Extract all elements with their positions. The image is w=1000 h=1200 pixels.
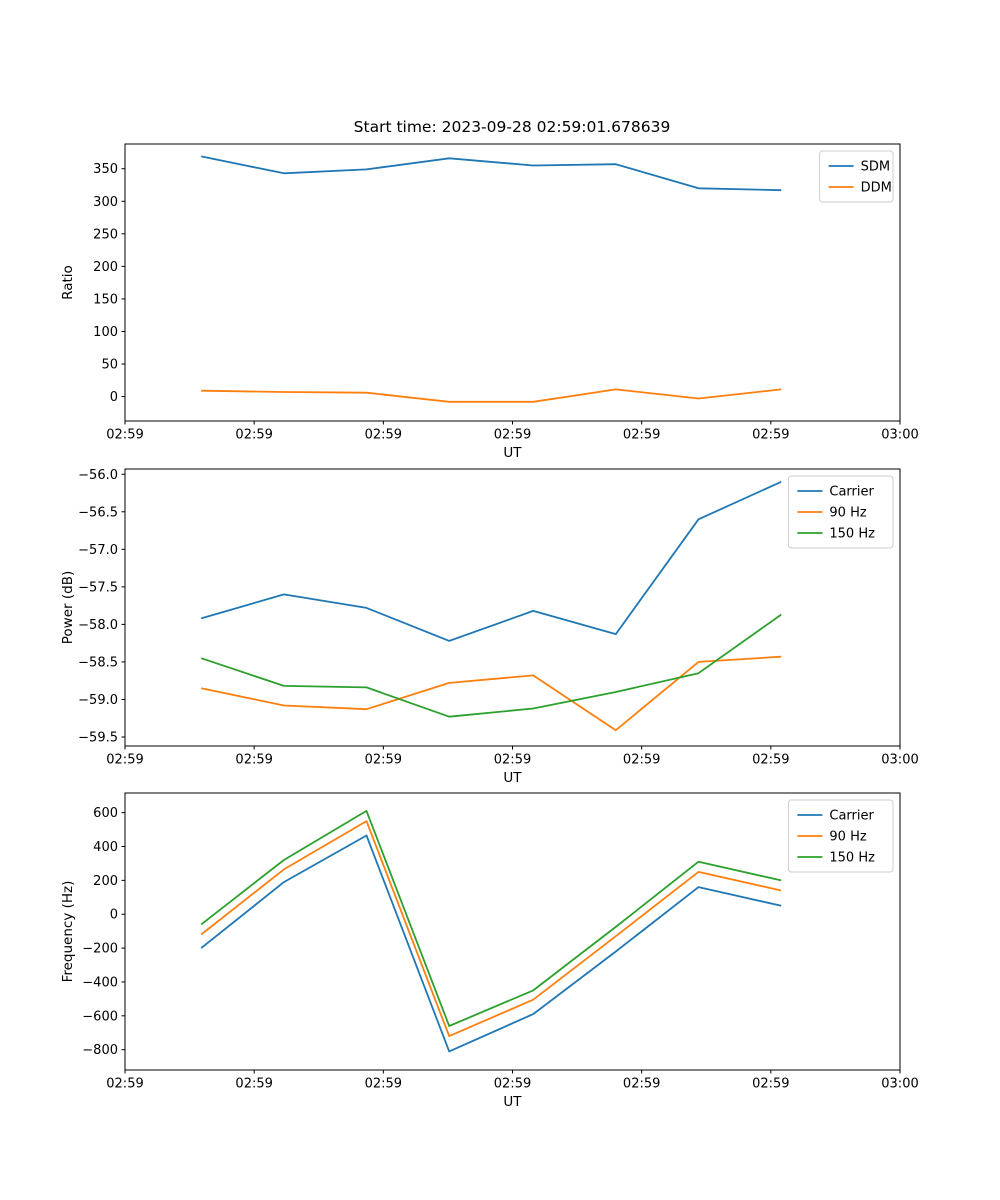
legend-label-90-hz: 90 Hz bbox=[829, 830, 866, 845]
legend-frequency: Carrier 90 Hz 150 Hz bbox=[787, 799, 894, 873]
x-tick-label: 02:59 bbox=[106, 753, 143, 768]
y-tick-label: −56.0 bbox=[78, 468, 118, 483]
x-tick-label: 02:59 bbox=[494, 428, 531, 443]
series-line-150-hz bbox=[200, 613, 782, 718]
x-tick-label: 02:59 bbox=[235, 753, 272, 768]
x-tick-label: 02:59 bbox=[106, 1077, 143, 1092]
y-tick-label: 350 bbox=[93, 162, 118, 177]
x-tick-label: 02:59 bbox=[494, 1077, 531, 1092]
x-tick-label: 02:59 bbox=[623, 753, 660, 768]
legend-box bbox=[787, 799, 894, 873]
y-tick-label: 100 bbox=[93, 325, 118, 340]
series-line-carrier bbox=[200, 480, 782, 642]
x-tick-label: 02:59 bbox=[752, 1077, 789, 1092]
x-tick-label: 03:00 bbox=[881, 1077, 918, 1092]
x-tick-label: 02:59 bbox=[365, 1077, 402, 1092]
legend-label-150-hz: 150 Hz bbox=[829, 851, 875, 866]
legend-label-90-hz: 90 Hz bbox=[829, 506, 866, 521]
y-tick-label: 200 bbox=[93, 874, 118, 889]
series-line-ddm bbox=[201, 388, 782, 403]
legend-label-carrier: Carrier bbox=[829, 485, 874, 500]
y-tick-label: −57.0 bbox=[78, 543, 118, 558]
x-tick-label: 02:59 bbox=[623, 1077, 660, 1092]
series-line-90-hz bbox=[200, 820, 782, 1037]
series-line-sdm bbox=[201, 155, 782, 192]
legend-label-150-hz: 150 Hz bbox=[829, 527, 875, 542]
y-tick-label: −58.0 bbox=[78, 618, 118, 633]
y-tick-label: 0 bbox=[110, 908, 118, 923]
chart-frequency: 02:59 02:59 02:59 02:59 02:59 02:59 03:00 −800 −… bbox=[60, 792, 919, 1110]
y-tick-label: −400 bbox=[82, 975, 118, 990]
y-tick-label: 150 bbox=[93, 292, 118, 307]
y-tick-label: −58.5 bbox=[78, 655, 118, 670]
legend-label-carrier: Carrier bbox=[829, 809, 874, 824]
legend-box bbox=[787, 475, 894, 549]
series-line-150-hz bbox=[200, 810, 782, 1027]
x-tick-label: 02:59 bbox=[235, 428, 272, 443]
series-line-carrier bbox=[200, 834, 782, 1053]
legend-label-ddm: DDM bbox=[861, 181, 892, 196]
x-tick-label: 03:00 bbox=[881, 753, 918, 768]
axes-frame-ratio bbox=[124, 143, 901, 422]
x-tick-label: 02:59 bbox=[365, 753, 402, 768]
x-tick-label: 02:59 bbox=[235, 1077, 272, 1092]
y-tick-label: 600 bbox=[93, 806, 118, 821]
charts-group: 02:59 02:59 02:59 02:59 02:59 02:59 03:00 0 50 10… bbox=[60, 143, 919, 1110]
y-tick-label: −57.5 bbox=[78, 580, 118, 595]
x-axis-label-ratio: UT bbox=[503, 445, 522, 461]
x-tick-label: 02:59 bbox=[494, 753, 531, 768]
y-tick-label: −200 bbox=[82, 942, 118, 957]
figure-title: Start time: 2023-09-28 02:59:01.678639 bbox=[354, 118, 671, 136]
y-tick-label: −56.5 bbox=[78, 505, 118, 520]
x-axis-label-frequency: UT bbox=[503, 1094, 522, 1110]
y-tick-label: 250 bbox=[93, 227, 118, 242]
y-tick-label: −600 bbox=[82, 1009, 118, 1024]
axes-frame-frequency bbox=[124, 792, 901, 1071]
x-tick-label: 02:59 bbox=[752, 428, 789, 443]
x-tick-label: 02:59 bbox=[623, 428, 660, 443]
y-tick-label: 300 bbox=[93, 195, 118, 210]
x-tick-label: 02:59 bbox=[365, 428, 402, 443]
y-axis-label-power: Power (dB) bbox=[60, 571, 76, 644]
y-tick-label: −800 bbox=[82, 1043, 118, 1058]
y-axis-label-ratio: Ratio bbox=[60, 265, 76, 300]
x-tick-label: 02:59 bbox=[752, 753, 789, 768]
y-tick-label: 200 bbox=[93, 260, 118, 275]
x-tick-label: 03:00 bbox=[881, 428, 918, 443]
series-line-90-hz bbox=[201, 655, 782, 732]
y-tick-label: 0 bbox=[110, 390, 118, 405]
x-axis-label-power: UT bbox=[503, 770, 522, 786]
legend-box bbox=[819, 150, 894, 203]
x-tick-label: 02:59 bbox=[106, 428, 143, 443]
y-tick-label: −59.5 bbox=[78, 730, 118, 745]
legend-label-sdm: SDM bbox=[861, 160, 890, 175]
chart-power: 02:59 02:59 02:59 02:59 02:59 02:59 03:00 −59.5… bbox=[60, 468, 919, 786]
legend-ratio: SDM DDM bbox=[819, 150, 894, 203]
chart-ratio: 02:59 02:59 02:59 02:59 02:59 02:59 03:00 0 50 10… bbox=[60, 143, 919, 461]
y-tick-label: 400 bbox=[93, 840, 118, 855]
y-tick-label: 50 bbox=[101, 358, 118, 373]
legend-power: Carrier 90 Hz 150 Hz bbox=[787, 475, 894, 549]
y-tick-label: −59.0 bbox=[78, 693, 118, 708]
y-axis-label-frequency: Frequency (Hz) bbox=[60, 881, 76, 983]
